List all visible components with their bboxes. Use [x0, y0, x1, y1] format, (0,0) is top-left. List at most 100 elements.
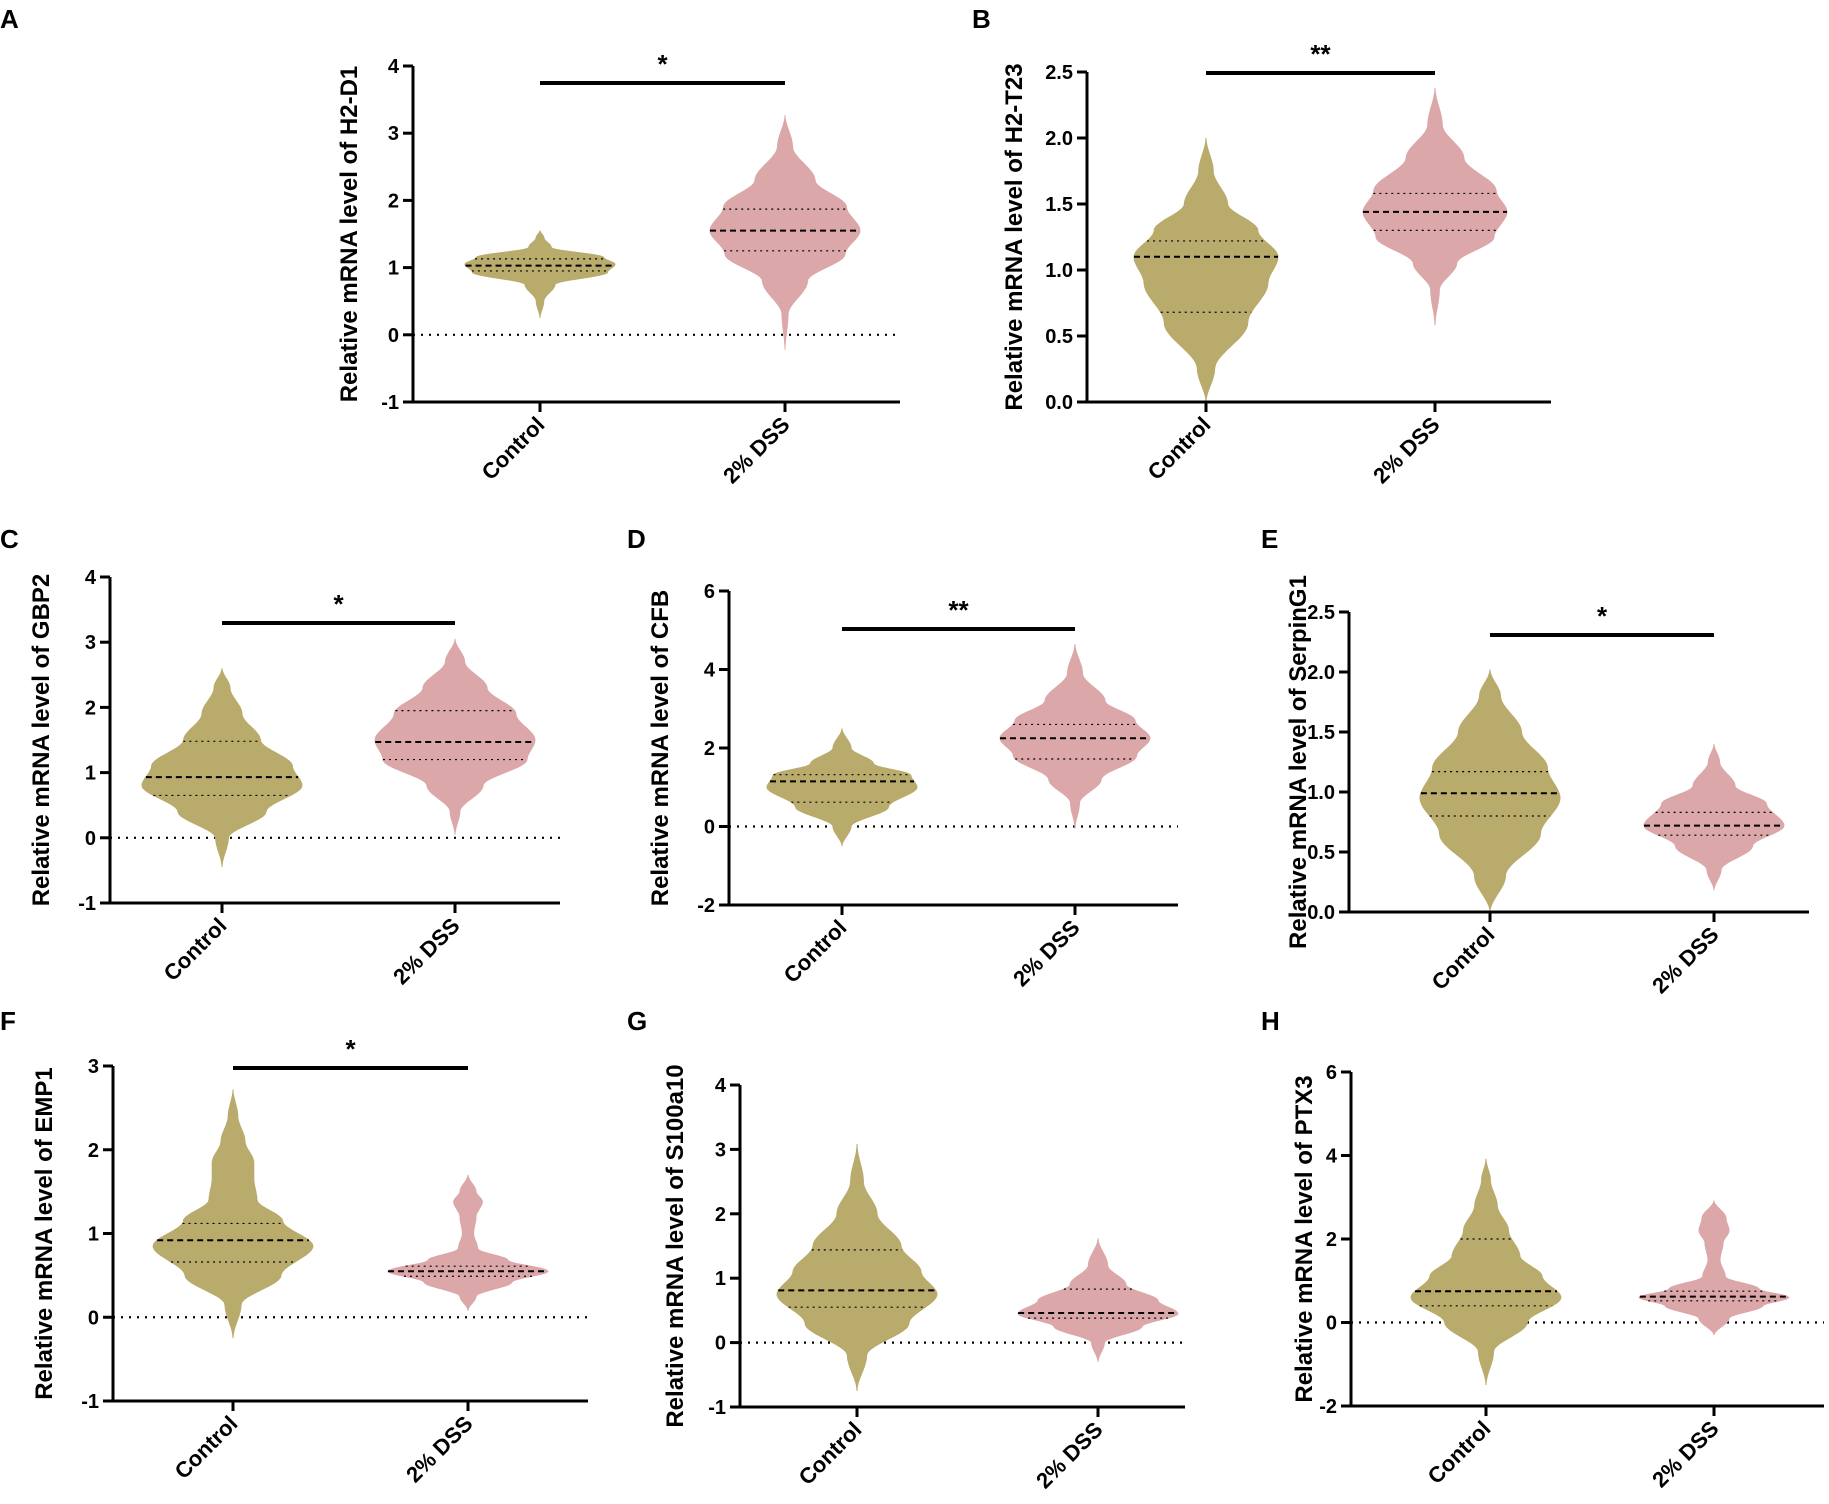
panel-h: H Relative mRNA level of PTX3-2 0 2 4 6 Contro…: [1261, 1006, 1824, 1492]
x-category-label: 2% DSS: [1008, 915, 1084, 991]
panel-b: B Relative mRNA level of H2-T23 0.0 0.5 1.0 1…: [972, 4, 1551, 488]
y-tick-label: 3: [715, 1139, 726, 1161]
violin-control: [776, 1144, 938, 1391]
y-tick-label: -2: [1319, 1396, 1337, 1418]
violin-control: [1419, 669, 1561, 913]
violin-dss: [1017, 1238, 1179, 1362]
y-tick-label: 6: [1326, 1062, 1337, 1084]
x-category-label: Control: [170, 1411, 243, 1484]
y-axis-title: Relative mRNA level of GBP2: [28, 574, 55, 907]
significance-label: *: [657, 49, 668, 79]
y-tick-label: 1: [88, 1224, 99, 1246]
y-tick-label: 0.0: [1045, 392, 1073, 414]
x-category-label: Control: [1143, 412, 1216, 485]
panel-g: G Relative mRNA level of S100a10 -1 0 1 2 3 4 Co…: [627, 1006, 1185, 1493]
y-tick-label: 2: [85, 697, 96, 719]
violin-control: [141, 668, 303, 868]
y-tick-label: 2.0: [1045, 128, 1073, 150]
x-category-label: Control: [794, 1417, 867, 1490]
significance-label: **: [948, 595, 969, 625]
x-category-label: Control: [1423, 1416, 1496, 1489]
violin-dss: [387, 1174, 549, 1311]
y-tick-label: 1: [715, 1268, 726, 1290]
y-tick-label: 0: [88, 1307, 99, 1329]
panel-letter: A: [0, 4, 19, 34]
y-tick-label: 0.5: [1045, 326, 1073, 348]
y-axis-title: Relative mRNA level of S100a10: [662, 1064, 689, 1427]
violin-dss: [709, 115, 861, 350]
x-category-label: Control: [1427, 922, 1500, 995]
y-tick-label: 0.0: [1307, 902, 1335, 924]
y-tick-label: 3: [88, 1056, 99, 1078]
panel-letter: G: [627, 1006, 647, 1036]
y-tick-label: 2.5: [1045, 62, 1073, 84]
y-tick-label: 1.0: [1045, 260, 1073, 282]
y-tick-label: 2.5: [1307, 602, 1335, 624]
y-axis-title: Relative mRNA level of PTX3: [1291, 1075, 1318, 1402]
violin-control: [152, 1089, 314, 1339]
panel-letter: H: [1261, 1006, 1280, 1036]
panel-letter: E: [1261, 524, 1278, 554]
x-category-label: 2% DSS: [1031, 1417, 1107, 1493]
y-tick-label: 1.5: [1045, 194, 1073, 216]
x-category-label: 2% DSS: [388, 913, 464, 989]
y-tick-label: 2: [88, 1140, 99, 1162]
y-tick-label: 4: [85, 567, 97, 589]
panel-a: A Relative mRNA level of H2-D1 -1 0 1 2 3 4 Cont…: [0, 4, 900, 488]
violin-control: [1410, 1158, 1562, 1386]
y-tick-label: 6: [704, 581, 715, 603]
significance-label: *: [333, 589, 344, 619]
y-tick-label: -2: [697, 895, 715, 917]
y-tick-label: 2: [704, 738, 715, 760]
violin-control: [1133, 137, 1279, 403]
x-category-label: 2% DSS: [1647, 922, 1723, 998]
y-tick-label: -1: [81, 1391, 99, 1413]
y-tick-label: 1: [388, 258, 399, 280]
x-category-label: Control: [779, 915, 852, 988]
y-tick-label: 1: [85, 763, 96, 785]
y-tick-label: -1: [708, 1397, 726, 1419]
significance-label: *: [1597, 601, 1608, 631]
y-tick-label: 4: [704, 660, 716, 682]
y-tick-label: 0: [388, 325, 399, 347]
panel-c: C Relative mRNA level of GBP2 -1 0 1 2 3 4 Contr…: [0, 524, 560, 989]
y-tick-label: 0: [1326, 1313, 1337, 1335]
y-axis-title: Relative mRNA level of EMP1: [31, 1067, 58, 1400]
y-tick-label: 2: [715, 1204, 726, 1226]
y-tick-label: 1.5: [1307, 722, 1335, 744]
y-tick-label: 4: [715, 1075, 727, 1097]
violin-dss: [999, 643, 1151, 829]
y-tick-label: 3: [388, 123, 399, 145]
y-tick-label: -1: [78, 893, 96, 915]
panel-f: F Relative mRNA level of EMP1 -1 0 1 2 3 Contro…: [0, 1006, 588, 1487]
panel-letter: F: [0, 1006, 16, 1036]
panel-letter: B: [972, 4, 991, 34]
y-axis-title: Relative mRNA level of H2-T23: [1001, 63, 1028, 410]
y-tick-label: 4: [388, 56, 400, 78]
y-axis-title: Relative mRNA level of H2-D1: [336, 66, 363, 403]
violin-dss: [1638, 1200, 1790, 1336]
violin-dss: [1362, 87, 1508, 326]
y-tick-label: 0: [704, 817, 715, 839]
y-tick-label: 1.0: [1307, 782, 1335, 804]
panel-letter: D: [627, 524, 646, 554]
significance-label: *: [345, 1034, 356, 1064]
y-tick-label: 2: [388, 190, 399, 212]
y-tick-label: 4: [1326, 1146, 1338, 1168]
x-category-label: 2% DSS: [1368, 412, 1444, 488]
y-tick-label: 0: [85, 828, 96, 850]
y-tick-label: 2.0: [1307, 662, 1335, 684]
x-category-label: 2% DSS: [718, 412, 794, 488]
x-category-label: 2% DSS: [1647, 1416, 1723, 1492]
y-tick-label: 0: [715, 1333, 726, 1355]
x-category-label: Control: [477, 412, 550, 485]
panel-letter: C: [0, 524, 19, 554]
violin-control: [766, 728, 918, 847]
y-tick-label: 3: [85, 632, 96, 654]
y-tick-label: 2: [1326, 1229, 1337, 1251]
violin-control: [464, 230, 616, 318]
y-axis-title: Relative mRNA level of CFB: [647, 590, 674, 907]
y-tick-label: 0.5: [1307, 842, 1335, 864]
